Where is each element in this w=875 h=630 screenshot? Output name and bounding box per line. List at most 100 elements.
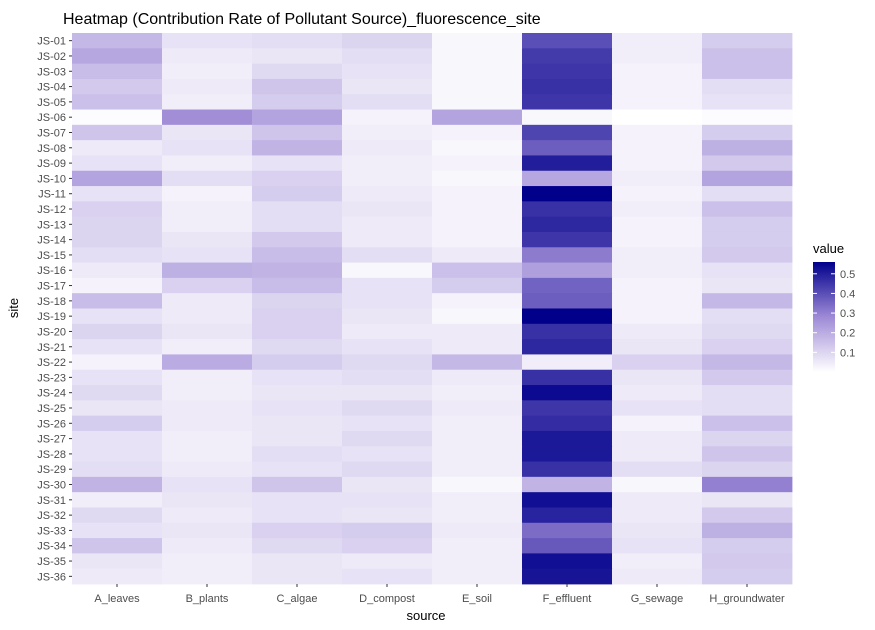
heatmap-cell-JS-35-G_sewage: [612, 553, 703, 570]
x-axis: A_leaves B_plants C_algae D_compost E_soil F_…: [94, 584, 785, 605]
heatmap-cell-JS-20-G_sewage: [612, 323, 703, 340]
heatmap-cell-JS-10-G_sewage: [612, 170, 703, 187]
x-tick-label: F_effluent: [543, 593, 592, 605]
heatmap-cell-JS-04-B_plants: [162, 78, 253, 95]
y-tick-label: JS-11: [38, 189, 66, 201]
y-tick-label: JS-22: [37, 357, 66, 369]
heatmap-cell-JS-35-E_soil: [432, 553, 523, 570]
y-axis: JS-01 JS-02 JS-03 JS-04 JS-05 JS-06 JS-07 JS-08…: [37, 36, 72, 583]
heatmap-cell-JS-35-F_effluent: [522, 553, 613, 570]
heatmap-cell-JS-05-D_compost: [342, 94, 433, 110]
heatmap-cell-JS-27-F_effluent: [522, 430, 613, 447]
heatmap-cell-JS-14-F_effluent: [522, 231, 613, 248]
heatmap-cell-JS-09-F_effluent: [522, 155, 613, 172]
heatmap-cell-JS-04-E_soil: [432, 78, 523, 95]
heatmap-cell-JS-36-B_plants: [162, 568, 253, 585]
heatmap-cell-JS-17-A_leaves: [72, 277, 163, 294]
x-tick-label: B_plants: [186, 593, 229, 605]
heatmap-cell-JS-25-D_compost: [342, 400, 433, 417]
heatmap-cell-JS-32-H_groundwater: [702, 507, 793, 524]
heatmap-cell-JS-02-G_sewage: [612, 48, 703, 65]
heatmap-cell-JS-16-H_groundwater: [702, 262, 793, 279]
heatmap-cell-JS-29-G_sewage: [612, 461, 703, 478]
heatmap-cell-JS-30-D_compost: [342, 476, 433, 493]
y-tick-label: JS-31: [37, 495, 66, 507]
heatmap-cell-JS-06-G_sewage: [612, 109, 703, 126]
heatmap-cell-JS-21-D_compost: [342, 339, 433, 355]
heatmap-cell-JS-03-C_algae: [252, 63, 343, 80]
heatmap-cell-JS-04-H_groundwater: [702, 78, 793, 95]
heatmap-cell-JS-07-F_effluent: [522, 124, 613, 141]
heatmap-cell-JS-13-B_plants: [162, 216, 253, 233]
heatmap-cell-JS-34-F_effluent: [522, 538, 613, 554]
heatmap-cell-JS-15-G_sewage: [612, 247, 703, 263]
y-tick-label: JS-12: [37, 204, 66, 216]
heatmap-cell-JS-35-A_leaves: [72, 553, 163, 570]
heatmap-cell-JS-06-D_compost: [342, 109, 433, 126]
heatmap-cell-JS-36-C_algae: [252, 568, 343, 585]
heatmap-cell-JS-16-E_soil: [432, 262, 523, 279]
heatmap-cell-JS-23-F_effluent: [522, 369, 613, 386]
heatmap-cell-JS-15-D_compost: [342, 247, 433, 263]
heatmap-cell-JS-32-G_sewage: [612, 507, 703, 524]
heatmap-cell-JS-23-A_leaves: [72, 369, 163, 386]
x-tick-label: G_sewage: [631, 593, 684, 605]
x-tick-label: A_leaves: [94, 593, 140, 605]
heatmap-cell-JS-21-F_effluent: [522, 339, 613, 355]
heatmap-cell-JS-20-E_soil: [432, 323, 523, 340]
heatmap-cell-JS-26-D_compost: [342, 415, 433, 432]
legend-tick-label: 0.5: [840, 269, 855, 281]
heatmap-cell-JS-12-B_plants: [162, 201, 253, 218]
heatmap-cell-JS-14-D_compost: [342, 231, 433, 248]
heatmap-cell-JS-17-G_sewage: [612, 277, 703, 294]
heatmap-cell-JS-32-B_plants: [162, 507, 253, 524]
heatmap-cell-JS-01-G_sewage: [612, 33, 703, 49]
heatmap-cell-JS-16-F_effluent: [522, 262, 613, 279]
heatmap-cell-JS-09-G_sewage: [612, 155, 703, 172]
y-tick-label: JS-01: [37, 36, 66, 48]
heatmap-cell-JS-22-F_effluent: [522, 354, 613, 371]
heatmap-cell-JS-10-E_soil: [432, 170, 523, 187]
chart-title: Heatmap (Contribution Rate of Pollutant …: [63, 11, 541, 28]
legend-title: value: [813, 241, 844, 256]
heatmap-cell-JS-01-A_leaves: [72, 33, 163, 49]
heatmap-cell-JS-29-H_groundwater: [702, 461, 793, 478]
heatmap-cell-JS-13-G_sewage: [612, 216, 703, 233]
heatmap-cell-JS-12-H_groundwater: [702, 201, 793, 218]
heatmap-cell-JS-23-E_soil: [432, 369, 523, 386]
y-tick-label: JS-15: [37, 250, 66, 262]
heatmap-cell-JS-08-C_algae: [252, 140, 343, 156]
heatmap-cells: [72, 33, 793, 585]
heatmap-cell-JS-16-C_algae: [252, 262, 343, 279]
heatmap-cell-JS-16-G_sewage: [612, 262, 703, 279]
heatmap-cell-JS-33-B_plants: [162, 522, 253, 539]
y-tick-label: JS-18: [37, 296, 66, 308]
heatmap-cell-JS-15-F_effluent: [522, 247, 613, 263]
heatmap-cell-JS-34-A_leaves: [72, 538, 163, 554]
heatmap-cell-JS-13-A_leaves: [72, 216, 163, 233]
heatmap-cell-JS-22-C_algae: [252, 354, 343, 371]
legend-tick-label: 0.1: [840, 347, 855, 359]
heatmap-cell-JS-33-C_algae: [252, 522, 343, 539]
heatmap-cell-JS-10-H_groundwater: [702, 170, 793, 187]
y-tick-label: JS-08: [37, 143, 66, 155]
heatmap-cell-JS-25-G_sewage: [612, 400, 703, 417]
heatmap-cell-JS-32-E_soil: [432, 507, 523, 524]
heatmap-cell-JS-02-F_effluent: [522, 48, 613, 65]
heatmap-cell-JS-22-A_leaves: [72, 354, 163, 371]
y-tick-label: JS-32: [37, 510, 66, 522]
heatmap-cell-JS-30-E_soil: [432, 476, 523, 493]
y-tick-label: JS-26: [37, 418, 66, 430]
heatmap-cell-JS-25-B_plants: [162, 400, 253, 417]
heatmap-cell-JS-07-A_leaves: [72, 124, 163, 141]
heatmap-cell-JS-28-B_plants: [162, 446, 253, 462]
heatmap-cell-JS-26-F_effluent: [522, 415, 613, 432]
heatmap-cell-JS-08-F_effluent: [522, 140, 613, 156]
heatmap-cell-JS-24-C_algae: [252, 385, 343, 401]
legend-tick-label: 0.3: [840, 308, 855, 320]
heatmap-cell-JS-35-D_compost: [342, 553, 433, 570]
y-tick-label: JS-33: [37, 525, 66, 537]
heatmap-cell-JS-05-H_groundwater: [702, 94, 793, 110]
heatmap-cell-JS-32-A_leaves: [72, 507, 163, 524]
heatmap-cell-JS-04-C_algae: [252, 78, 343, 95]
